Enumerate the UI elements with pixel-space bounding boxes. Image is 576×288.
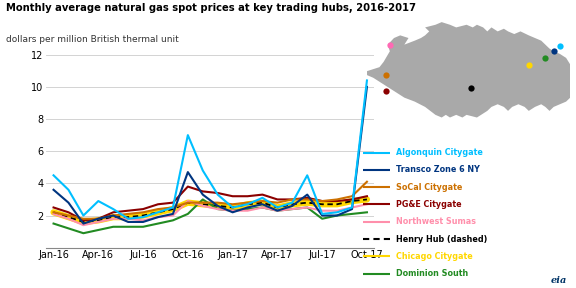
Polygon shape	[367, 22, 570, 118]
Text: PG&E Citygate: PG&E Citygate	[396, 200, 462, 209]
Text: Henry Hub (dashed): Henry Hub (dashed)	[396, 234, 487, 244]
Text: Monthly average natural gas spot prices at key trading hubs, 2016-2017: Monthly average natural gas spot prices …	[6, 3, 416, 13]
Text: eia: eia	[551, 276, 567, 285]
Text: Dominion South: Dominion South	[396, 269, 468, 278]
Text: dollars per million British thermal unit: dollars per million British thermal unit	[6, 35, 179, 43]
Text: Chicago Citygate: Chicago Citygate	[396, 252, 473, 261]
Text: SoCal Citygate: SoCal Citygate	[396, 183, 463, 192]
Text: Algonquin Citygate: Algonquin Citygate	[396, 148, 483, 157]
Text: Transco Zone 6 NY: Transco Zone 6 NY	[396, 165, 480, 175]
Text: Northwest Sumas: Northwest Sumas	[396, 217, 476, 226]
